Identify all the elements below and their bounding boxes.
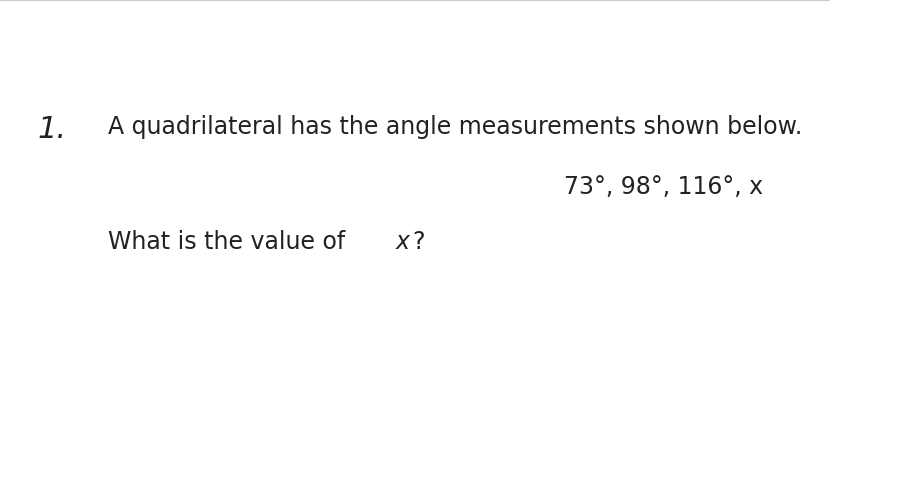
Text: What is the value of: What is the value of [107,230,352,254]
Text: 73°, 98°, 116°, x: 73°, 98°, 116°, x [564,175,763,199]
Text: x: x [396,230,410,254]
Text: A quadrilateral has the angle measurements shown below.: A quadrilateral has the angle measuremen… [107,115,802,139]
Text: ?: ? [412,230,425,254]
Text: 1.: 1. [37,115,66,144]
